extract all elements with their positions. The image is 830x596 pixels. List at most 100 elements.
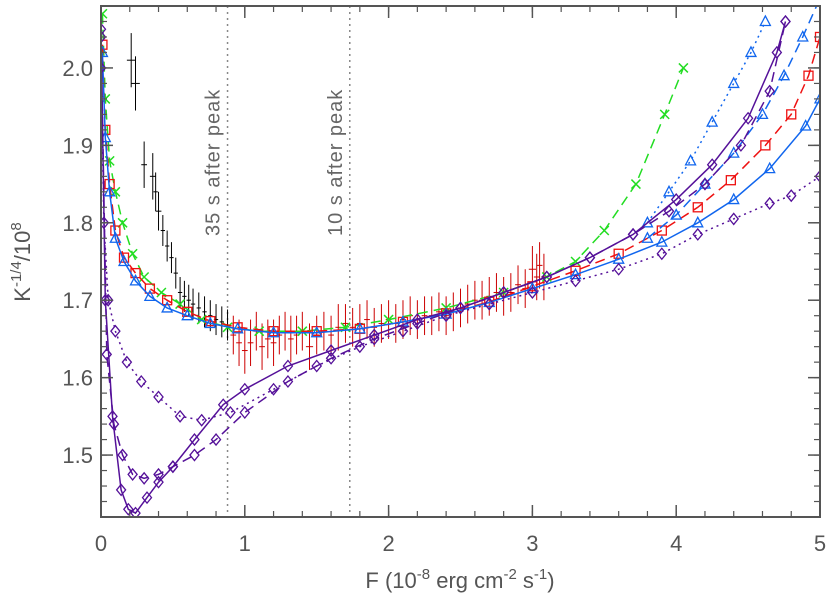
data-point (174, 409, 186, 423)
data-point (815, 0, 825, 2)
data-point (397, 324, 409, 338)
data-point (527, 285, 538, 299)
data-point (225, 405, 236, 420)
data-point (735, 138, 747, 152)
series-line (101, 36, 820, 332)
data-point (101, 293, 111, 307)
x-tick-label: 0 (95, 531, 107, 556)
data-point (153, 390, 164, 404)
data-point (785, 189, 797, 203)
y-tick-label: 1.6 (62, 366, 93, 391)
data-point (662, 184, 676, 197)
data-point (803, 70, 814, 81)
data-point (141, 491, 153, 505)
data-point (659, 109, 670, 120)
data-point (412, 316, 423, 330)
data-point (570, 256, 581, 267)
data-point (383, 314, 394, 325)
x-tick-label: 1 (239, 531, 251, 556)
data-point (663, 204, 675, 218)
data-point (282, 374, 294, 389)
data-point (239, 405, 251, 420)
y-tick-label: 2.0 (62, 56, 93, 81)
data-point (698, 177, 712, 189)
data-point (814, 169, 820, 183)
data-point (153, 475, 164, 489)
data-point (101, 216, 110, 230)
data-point (101, 347, 113, 361)
data-point (742, 111, 754, 125)
data-point (780, 14, 791, 29)
data-point (759, 14, 772, 27)
series-line (646, 21, 767, 224)
annotations: 35 s after peak 10 s after peak (203, 89, 347, 236)
data-point (670, 208, 683, 220)
data-point (135, 374, 147, 389)
x-axis-title: F (10-8 erg cm-2 s-1) (365, 566, 554, 593)
data-point (117, 448, 128, 462)
x-tick-label: 5 (814, 531, 826, 556)
data-point (678, 62, 689, 73)
data-point (412, 313, 423, 327)
plot-frame (100, 5, 821, 518)
annotation-label: 10 s after peak (325, 89, 347, 236)
data-point (101, 45, 109, 58)
data-point (139, 271, 150, 283)
x-tick-label: 2 (382, 531, 394, 556)
data-point (813, 92, 820, 104)
data-point (777, 68, 791, 81)
data-point (691, 215, 704, 228)
data-point (455, 301, 466, 315)
data-point (786, 109, 797, 120)
plot-area (101, 0, 825, 517)
data-point (613, 262, 625, 276)
series-line (101, 52, 820, 334)
data-point (210, 433, 222, 447)
data-point (760, 140, 771, 151)
data-point (231, 321, 244, 334)
y-tick-label: 1.9 (62, 133, 93, 158)
data-point (102, 293, 114, 307)
data-point (684, 153, 697, 166)
series-line (646, 6, 818, 239)
data-point (727, 192, 740, 205)
data-point (764, 196, 776, 210)
data-point (599, 225, 610, 236)
data-point (627, 227, 639, 241)
data-point (799, 119, 812, 131)
series-line (101, 13, 685, 332)
data-point (161, 295, 173, 306)
series-line (101, 21, 787, 480)
data-point (101, 61, 107, 75)
data-point (727, 146, 740, 158)
data-point (217, 398, 229, 412)
y-axis-title: K-1/4/108 (8, 222, 35, 301)
data-point (756, 107, 769, 120)
data-point (706, 158, 718, 172)
data-point (728, 212, 740, 226)
data-point (440, 309, 452, 323)
data-point (282, 359, 294, 373)
data-point (204, 316, 217, 329)
data-point (763, 161, 776, 174)
data-point (692, 227, 704, 241)
data-point (744, 45, 758, 58)
data-point (727, 76, 740, 89)
data-point (108, 417, 120, 431)
data-point (325, 351, 337, 365)
data-point (122, 502, 134, 516)
data-point (353, 321, 366, 334)
data-point (699, 177, 711, 191)
data-point (153, 467, 164, 481)
data-point (267, 325, 280, 338)
data-point (706, 115, 719, 127)
data-point (121, 355, 133, 369)
data-point (569, 267, 582, 280)
x-tick-label: 4 (670, 531, 682, 556)
data-point (641, 231, 654, 243)
data-point (239, 382, 251, 396)
data-point (144, 283, 156, 294)
data-point (354, 340, 366, 354)
data-point (127, 248, 138, 259)
